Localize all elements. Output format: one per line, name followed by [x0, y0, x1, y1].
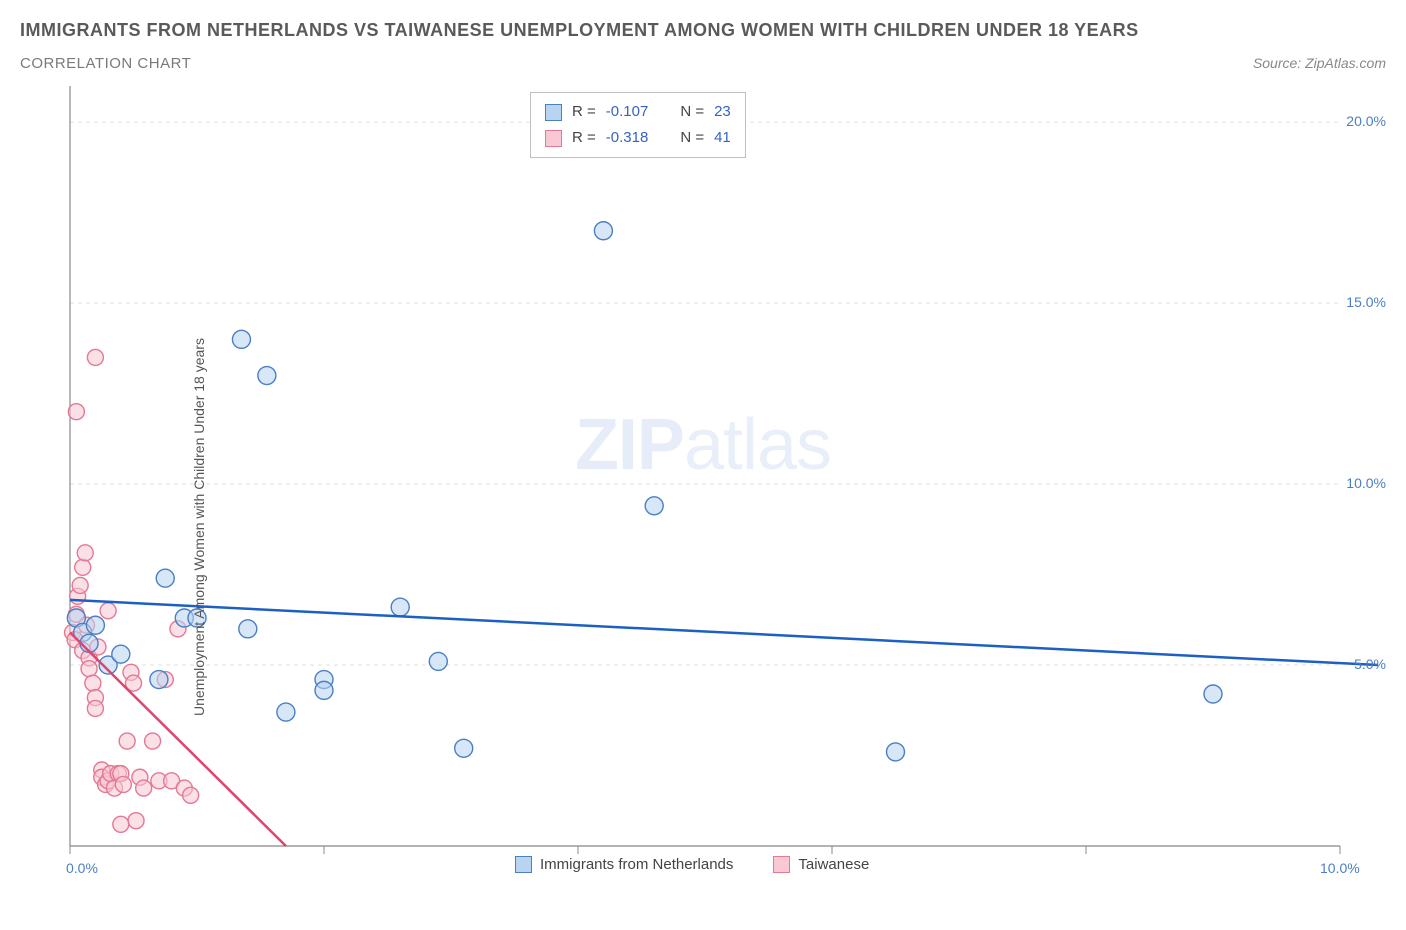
stat-r-value: -0.107: [606, 99, 649, 125]
stat-n-label: N =: [680, 125, 704, 151]
y-axis-label: Unemployment Among Women with Children U…: [191, 338, 207, 716]
stat-n-label: N =: [680, 99, 704, 125]
legend-swatch: [773, 856, 790, 873]
legend-item: Taiwanese: [773, 856, 869, 873]
series-swatch: [545, 130, 562, 147]
stat-r-label: R =: [572, 125, 596, 151]
chart-subtitle: CORRELATION CHART: [20, 55, 191, 72]
y-tick-label: 5.0%: [1354, 656, 1386, 672]
y-tick-label: 15.0%: [1346, 294, 1386, 310]
stats-row: R = -0.318 N = 41: [545, 125, 731, 151]
chart-container: Unemployment Among Women with Children U…: [20, 76, 1386, 896]
stat-n-value: 23: [714, 99, 731, 125]
series-swatch: [545, 104, 562, 121]
x-tick-label: 10.0%: [1320, 860, 1360, 876]
correlation-stats-box: R = -0.107 N = 23 R = -0.318 N = 41: [530, 92, 746, 158]
stat-n-value: 41: [714, 125, 731, 151]
scatter-chart: [20, 76, 1386, 896]
stat-r-label: R =: [572, 99, 596, 125]
legend-label: Taiwanese: [798, 856, 869, 873]
legend-swatch: [515, 856, 532, 873]
y-tick-label: 20.0%: [1346, 113, 1386, 129]
legend-label: Immigrants from Netherlands: [540, 856, 733, 873]
x-tick-label: 0.0%: [66, 860, 98, 876]
source-attribution: Source: ZipAtlas.com: [1253, 55, 1386, 71]
chart-title: IMMIGRANTS FROM NETHERLANDS VS TAIWANESE…: [20, 20, 1386, 41]
series-legend: Immigrants from Netherlands Taiwanese: [515, 856, 869, 873]
stats-row: R = -0.107 N = 23: [545, 99, 731, 125]
stat-r-value: -0.318: [606, 125, 649, 151]
legend-item: Immigrants from Netherlands: [515, 856, 733, 873]
y-tick-label: 10.0%: [1346, 475, 1386, 491]
